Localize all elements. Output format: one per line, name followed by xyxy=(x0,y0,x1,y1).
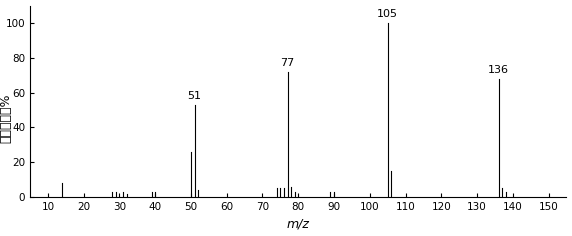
X-axis label: m/z: m/z xyxy=(287,217,309,230)
Text: 136: 136 xyxy=(488,65,509,75)
Text: 相对强度／%: 相对强度／% xyxy=(0,93,12,143)
Text: 77: 77 xyxy=(280,58,295,68)
Text: 51: 51 xyxy=(188,91,201,101)
Text: 105: 105 xyxy=(377,9,398,20)
